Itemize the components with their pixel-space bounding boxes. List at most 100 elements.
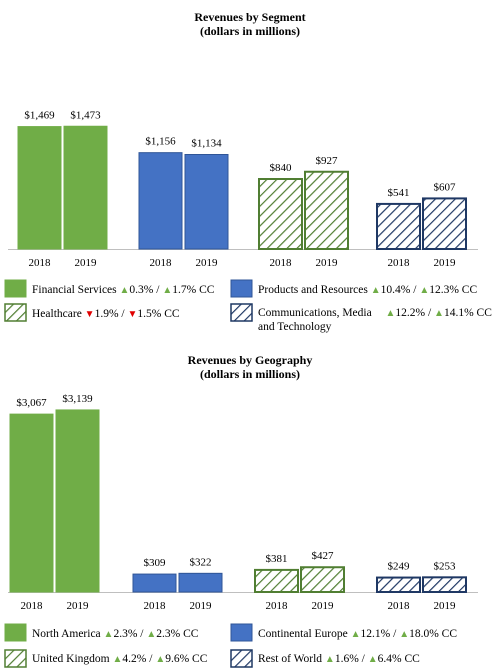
down-triangle-icon: ▼: [127, 309, 138, 320]
x-tick-label: 2018: [21, 600, 44, 612]
data-label: $427: [312, 550, 335, 562]
up-triangle-icon: ▲: [112, 654, 123, 665]
growth-value: 18.0% CC: [409, 628, 458, 640]
legend-label: Healthcare: [32, 308, 82, 320]
up-triangle-icon: ▲: [350, 629, 361, 640]
x-tick-label: 2019: [190, 600, 213, 612]
up-triangle-icon: ▲: [146, 629, 157, 640]
bar-communications-media-and-technology-2018: [376, 202, 421, 251]
growth-value: 4.2% /: [122, 653, 153, 665]
x-tick-label: 2018: [270, 257, 293, 269]
data-label: $3,067: [16, 397, 47, 409]
x-tick-label: 2018: [150, 257, 173, 269]
growth-value: 10.4% /: [380, 284, 417, 296]
bar-financial-services-2019: [63, 125, 108, 250]
data-label: $253: [434, 560, 457, 572]
x-tick-label: 2018: [266, 600, 289, 612]
bar-united-kingdom-2019: [178, 572, 223, 593]
legend-products-resources: Products and Resources ▲10.4% / ▲12.3% C…: [258, 283, 477, 298]
bar-financial-services-2018: [17, 126, 62, 250]
up-triangle-icon: ▲: [324, 654, 335, 665]
growth-value: 2.3% /: [113, 628, 144, 640]
growth-value: 12.2% /: [395, 307, 432, 319]
legend-continental-europe: Continental Europe ▲12.1% / ▲18.0% CC: [258, 627, 457, 642]
x-tick-label: 2018: [29, 257, 52, 269]
bar-north-america-2018: [9, 413, 54, 593]
growth-value: 14.1% CC: [443, 307, 492, 319]
legend-swatch-products-and-resources: [4, 303, 27, 322]
data-label: $3,139: [62, 393, 93, 405]
data-label: $541: [388, 187, 410, 199]
growth-value: 6.4% CC: [377, 653, 420, 665]
data-label: $322: [190, 556, 212, 568]
growth-value: 12.3% CC: [429, 284, 478, 296]
data-label: $1,134: [191, 138, 222, 150]
x-tick-label: 2018: [144, 600, 167, 612]
legend-swatch-rest-of-world: [230, 649, 253, 668]
x-tick-label: 2019: [196, 257, 219, 269]
bar-healthcare-2019: [184, 154, 229, 250]
up-triangle-icon: ▲: [103, 629, 114, 640]
legend-swatch-united-kingdom: [230, 623, 253, 642]
data-label: $607: [434, 181, 457, 193]
bar-continental-europe-2018: [254, 568, 299, 593]
geography-bar-chart: $3,067 2018 $3,139 2019 $309 2018 $322 2019 $381…: [4, 393, 478, 668]
x-tick-label: 2018: [388, 600, 411, 612]
growth-value: 1.7% CC: [172, 284, 215, 296]
geography-chart-title: Revenues by Geography: [187, 353, 313, 367]
segment-chart-title: Revenues by Segment: [194, 10, 306, 24]
x-tick-label: 2019: [312, 600, 335, 612]
legend-label: Financial Services: [32, 284, 117, 296]
bar-north-america-2019: [55, 409, 100, 593]
legend-label: United Kingdom: [32, 653, 110, 665]
up-triangle-icon: ▲: [119, 285, 130, 296]
up-triangle-icon: ▲: [399, 629, 410, 640]
up-triangle-icon: ▲: [434, 308, 444, 319]
legend-rest-of-world: Rest of World ▲1.6% / ▲6.4% CC: [258, 652, 420, 667]
data-label: $381: [266, 553, 288, 565]
x-tick-label: 2019: [67, 600, 90, 612]
bar-continental-europe-2019: [300, 566, 345, 594]
legend-swatch-north-america: [4, 623, 27, 642]
legend-healthcare: Healthcare ▼1.9% / ▼1.5% CC: [32, 307, 180, 322]
legend-label: Rest of World: [258, 653, 323, 665]
up-triangle-icon: ▲: [155, 654, 166, 665]
down-triangle-icon: ▼: [84, 309, 95, 320]
segment-chart-subtitle: (dollars in millions): [199, 24, 300, 38]
legend-swatch-financial-services: [4, 279, 27, 298]
growth-value: 0.3% /: [129, 284, 160, 296]
data-label: $1,156: [145, 136, 176, 148]
up-triangle-icon: ▲: [367, 654, 378, 665]
growth-value: 1.5% CC: [137, 308, 180, 320]
legend-swatch-communications-media-and-technology: [230, 303, 253, 322]
legend-swatch-continental-europe: [4, 649, 27, 668]
legend-united-kingdom: United Kingdom ▲4.2% / ▲9.6% CC: [32, 652, 207, 667]
geography-chart-subtitle: (dollars in millions): [199, 367, 300, 381]
legend-communications-media-tech-line2: and Technology: [258, 321, 332, 333]
legend-communications-media-tech: Communications, Media ▲12.2% / ▲14.1% CC: [258, 306, 492, 321]
data-label: $249: [388, 561, 411, 573]
growth-value: 12.1% /: [360, 628, 397, 640]
up-triangle-icon: ▲: [385, 308, 396, 319]
x-tick-label: 2019: [434, 600, 457, 612]
data-label: $1,469: [24, 110, 55, 122]
x-tick-label: 2019: [434, 257, 457, 269]
data-label: $840: [270, 162, 293, 174]
bar-rest-of-world-2019: [422, 576, 467, 593]
growth-value: 1.9% /: [94, 308, 125, 320]
bar-united-kingdom-2018: [132, 573, 177, 593]
legend-label: Communications, Media: [258, 307, 372, 319]
bar-healthcare-2018: [138, 152, 183, 250]
legend-financial-services: Financial Services ▲0.3% / ▲1.7% CC: [32, 283, 214, 298]
data-label: $927: [316, 155, 339, 167]
up-triangle-icon: ▲: [419, 285, 430, 296]
segment-bar-chart: $1,469 2018 $1,473 2019 $1,156 2018 $1,134 2019…: [4, 109, 478, 322]
x-tick-label: 2018: [388, 257, 411, 269]
data-label: $309: [144, 557, 167, 569]
data-label: $1,473: [70, 109, 101, 121]
legend-label: North America: [32, 628, 101, 640]
growth-value: 9.6% CC: [165, 653, 208, 665]
growth-value: 1.6% /: [334, 653, 365, 665]
legend-swatch-healthcare: [230, 279, 253, 298]
legend-label: Products and Resources: [258, 284, 368, 296]
